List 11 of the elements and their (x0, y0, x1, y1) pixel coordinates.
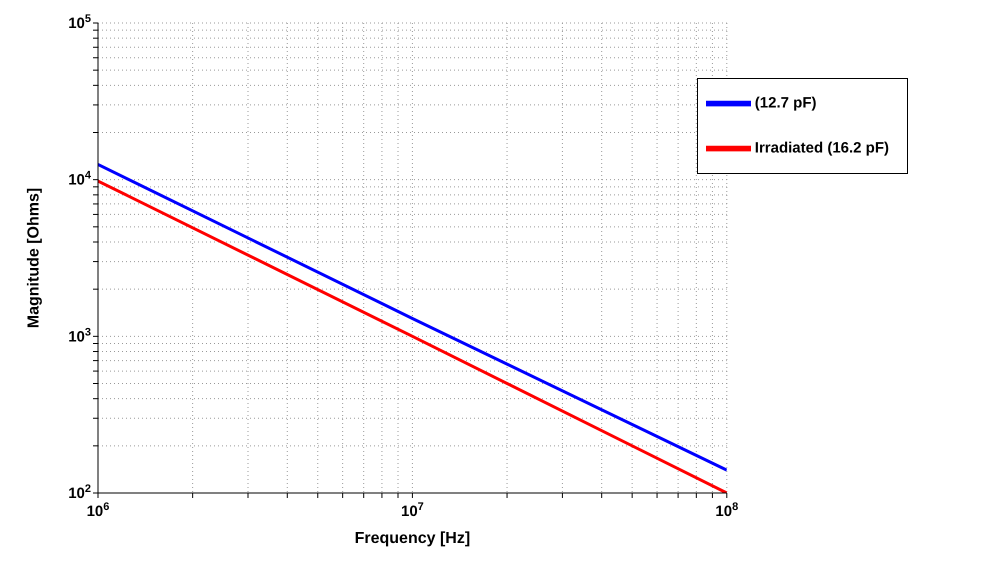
y-tick-label: 10$^{3}$ (68, 326, 91, 346)
legend-label: Irradiated (16.2 pF) (754, 139, 889, 156)
x-tick-label: 10$^{7}$ (400, 501, 424, 520)
x-tick-label: 10$^{6}$ (86, 501, 110, 520)
y-tick-label: 10$^{4}$ (68, 170, 92, 189)
y-axis-title: Magnitude [Ohms] (26, 188, 43, 328)
y-tick-label: 10$^{5}$ (68, 13, 91, 32)
x-tick-label: 10$^{8}$ (715, 501, 738, 520)
y-tick-label: 10$^{2}$ (68, 483, 91, 502)
legend-label: (12.7 pF) (754, 94, 816, 112)
x-axis-title: Frequency [Hz] (354, 530, 470, 547)
